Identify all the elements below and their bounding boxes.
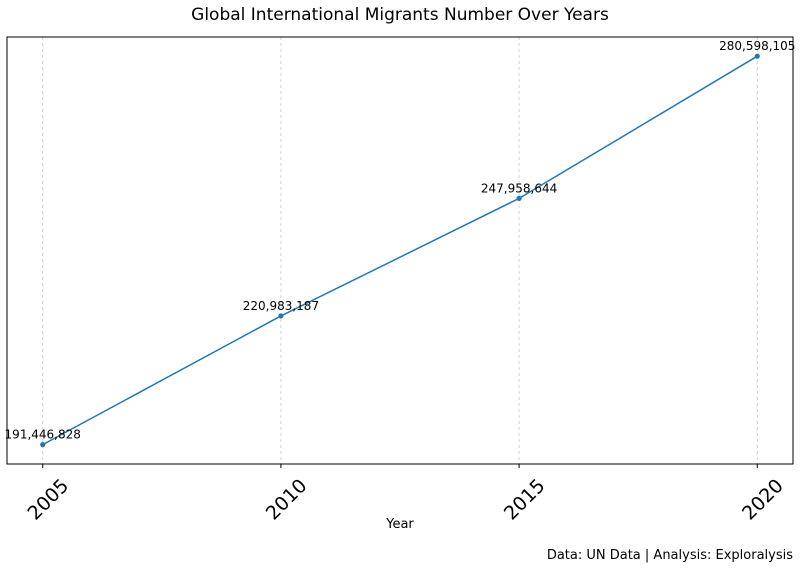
source-caption: Data: UN Data | Analysis: Exploralysis [547, 548, 793, 563]
x-axis-label: Year [385, 517, 414, 532]
data-point-2005 [40, 442, 46, 448]
gridlines [42, 37, 758, 464]
x-tick-label-2020: 2020 [738, 475, 788, 525]
plot-area [6, 36, 794, 465]
data-label-2020: 280,598,105 [719, 39, 795, 53]
chart-title: Global International Migrants Number Ove… [191, 5, 609, 25]
data-point-2015 [516, 195, 522, 201]
x-tick-label-2005: 2005 [23, 475, 73, 525]
series-line-0 [42, 55, 758, 446]
x-tick-label-2010: 2010 [262, 475, 312, 525]
series-layer [40, 53, 760, 448]
x-axis-ticks: 2005 2010 2015 2020 [23, 464, 788, 525]
data-label-2015: 247,958,644 [481, 181, 557, 195]
data-label-2005: 191,446,828 [5, 428, 81, 442]
data-point-2020 [754, 53, 760, 59]
data-point-2010 [278, 313, 284, 319]
data-labels: 191,446,828 220,983,187 247,958,644 280,598… [5, 39, 796, 441]
x-tick-label-2015: 2015 [500, 475, 550, 525]
data-label-2010: 220,983,187 [243, 299, 319, 313]
